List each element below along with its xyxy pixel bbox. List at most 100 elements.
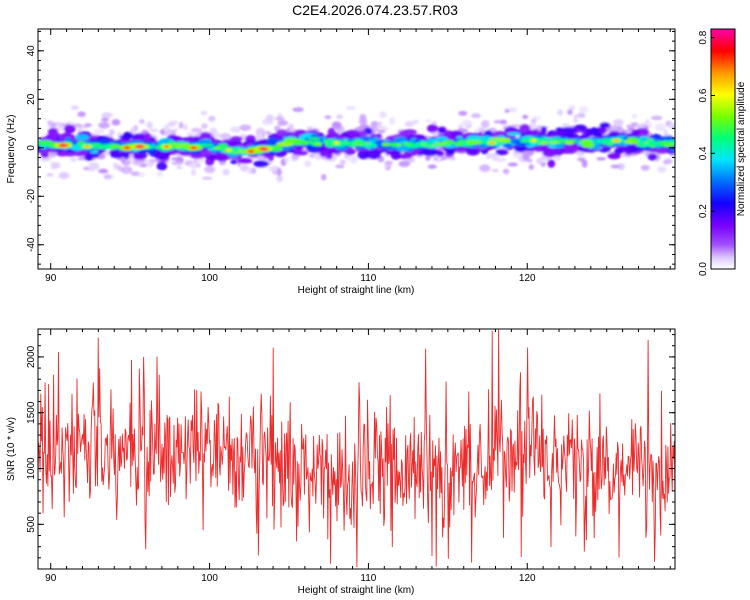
spectrum-core bbox=[148, 148, 156, 156]
spectrum-band bbox=[495, 148, 509, 156]
y-tick-label: 2000 bbox=[26, 345, 37, 368]
spectrum-halo bbox=[321, 174, 327, 181]
spectrum-halo bbox=[503, 168, 510, 175]
spectrum-halo bbox=[378, 121, 383, 128]
spectrum-halo bbox=[183, 124, 188, 131]
spectrogram-ticks: 90 100 110 120 -40 -20 0 20 40 bbox=[26, 29, 675, 284]
spectrum-band bbox=[344, 148, 356, 156]
spectrum-band bbox=[624, 132, 641, 138]
spectrum-halo bbox=[507, 107, 518, 113]
spectrum-halo bbox=[582, 160, 588, 168]
spectrum-halo bbox=[52, 162, 61, 169]
spectrum-band bbox=[199, 150, 215, 155]
spectrum-band bbox=[402, 129, 417, 136]
spectrum-halo bbox=[163, 124, 170, 132]
spectrogram-xlabel: Height of straight line (km) bbox=[298, 285, 415, 296]
spectrum-band bbox=[64, 124, 76, 134]
spectrum-band bbox=[563, 145, 579, 154]
spectrum-halo bbox=[663, 129, 668, 137]
spectrogram-image bbox=[38, 105, 675, 182]
spectrum-halo bbox=[149, 128, 159, 133]
spectrum-band bbox=[47, 132, 61, 137]
spectrum-band bbox=[438, 128, 445, 134]
spectrum-band bbox=[590, 127, 599, 136]
spectrum-band bbox=[599, 122, 611, 129]
spectrum-band bbox=[607, 152, 621, 160]
spectrum-halo bbox=[176, 166, 183, 170]
spectrum-band bbox=[59, 133, 76, 140]
spectrum-halo bbox=[495, 157, 507, 162]
spectrum-halo bbox=[201, 176, 213, 180]
spectrum-halo bbox=[507, 162, 518, 167]
spectrum-halo bbox=[58, 171, 70, 180]
spectrum-halo bbox=[432, 121, 437, 125]
spectrum-ridge bbox=[217, 143, 228, 149]
spectrum-halo bbox=[172, 120, 178, 125]
x-tick-label: 120 bbox=[519, 573, 536, 584]
spectrum-halo bbox=[229, 126, 240, 133]
spectrum-core bbox=[142, 141, 154, 145]
spectrum-halo bbox=[610, 164, 621, 169]
spectrum-ridge bbox=[381, 142, 392, 147]
spectrum-band bbox=[504, 126, 518, 134]
spectrum-halo bbox=[101, 117, 109, 122]
spectrum-ridge bbox=[564, 141, 574, 145]
spectrum-band bbox=[547, 159, 556, 168]
spectrum-halo bbox=[504, 109, 510, 113]
y-tick-label: 1500 bbox=[26, 401, 37, 424]
spectrum-halo bbox=[103, 174, 112, 180]
spectrum-hotspot-core bbox=[421, 142, 427, 146]
spectrum-band bbox=[325, 150, 335, 155]
spectrum-halo bbox=[185, 132, 195, 136]
spectrum-hotspot-core bbox=[84, 145, 90, 148]
spectrum-halo bbox=[191, 169, 197, 176]
spectrum-ridge bbox=[659, 140, 672, 145]
spectrum-hotspot-core bbox=[226, 148, 232, 152]
spectrum-halo bbox=[265, 114, 274, 123]
x-tick-label: 90 bbox=[45, 573, 57, 584]
spectrum-band bbox=[357, 151, 370, 160]
spectrum-halo bbox=[398, 160, 411, 167]
spectrum-halo bbox=[265, 131, 272, 135]
y-tick-label: 40 bbox=[26, 45, 37, 57]
spectrum-band bbox=[230, 136, 243, 142]
spectrum-band bbox=[484, 130, 493, 137]
spectrum-core bbox=[75, 134, 90, 141]
spectrum-band bbox=[587, 148, 596, 154]
spectrum-band bbox=[56, 151, 69, 157]
page-title: C2E4.2026.074.23.57.R03 bbox=[292, 2, 458, 18]
spectrum-hotspot-core bbox=[489, 141, 495, 145]
spectrum-halo bbox=[384, 160, 394, 165]
spectrum-core bbox=[360, 136, 375, 140]
spectrum-core bbox=[658, 136, 666, 141]
spectrum-band bbox=[427, 124, 439, 133]
spectrum-halo bbox=[370, 121, 379, 129]
spectrum-halo bbox=[297, 106, 302, 112]
spectrum-halo bbox=[640, 164, 650, 171]
spectrum-hotspot-core bbox=[531, 139, 537, 142]
snr-panel: 90 100 110 120 500 1000 1500 2000 Height of str… bbox=[6, 328, 676, 596]
spectrum-halo bbox=[569, 105, 575, 110]
spectrum-halo bbox=[171, 157, 177, 161]
spectrum-band bbox=[554, 129, 567, 137]
spectrum-halo bbox=[93, 129, 105, 134]
y-tick-label: 1000 bbox=[26, 457, 37, 480]
spectrum-halo bbox=[274, 116, 285, 121]
spectrum-hotspot-core bbox=[164, 145, 170, 148]
spectrum-ridge bbox=[578, 139, 594, 144]
spectrum-halo bbox=[336, 114, 343, 120]
spectrum-ridge bbox=[581, 143, 595, 148]
spectrum-halo bbox=[351, 156, 357, 164]
spectrum-halo bbox=[70, 105, 80, 110]
spectrum-halo bbox=[98, 168, 109, 174]
spectrogram-ylabel: Frequency (Hz) bbox=[6, 115, 17, 184]
colorbar-ticks: 0.0 0.2 0.4 0.6 0.8 bbox=[698, 30, 715, 276]
spectrum-band bbox=[325, 133, 339, 139]
spectrum-halo bbox=[276, 175, 283, 182]
spectrum-halo bbox=[479, 128, 485, 132]
spectrum-ridge bbox=[296, 140, 314, 144]
snr-ticks: 90 100 110 120 500 1000 1500 2000 bbox=[26, 329, 675, 584]
spectrum-halo bbox=[471, 113, 481, 119]
spectrum-halo bbox=[57, 125, 66, 132]
spectrum-halo bbox=[577, 157, 586, 161]
